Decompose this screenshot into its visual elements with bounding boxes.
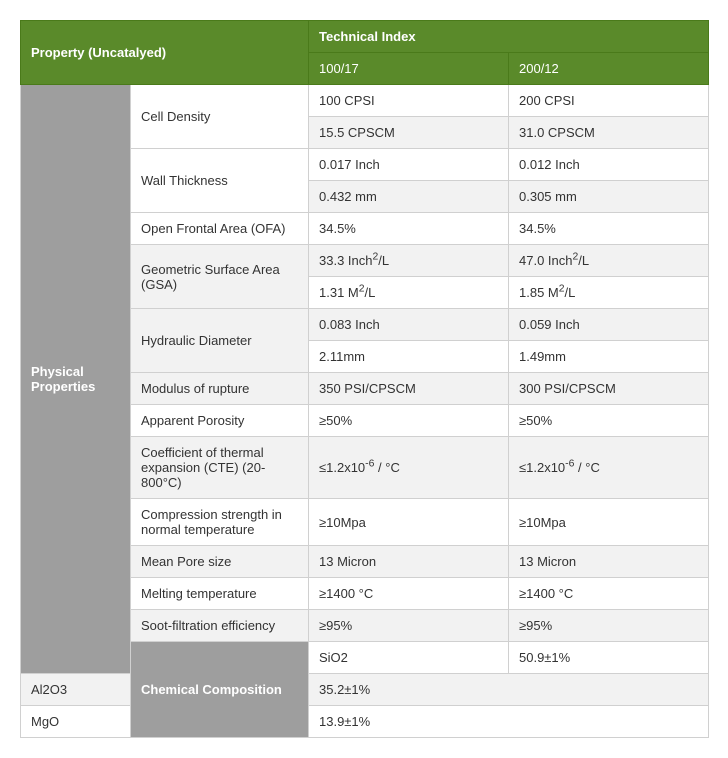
prop-value: ≥10Mpa bbox=[309, 499, 509, 546]
prop-label: Geometric Surface Area (GSA) bbox=[131, 245, 309, 309]
prop-value: ≥1400 °C bbox=[509, 578, 709, 610]
prop-value: 0.432 mm bbox=[309, 181, 509, 213]
section-chemical: Chemical Composition bbox=[131, 642, 309, 738]
prop-value: 2.11mm bbox=[309, 341, 509, 373]
section-physical: Physical Properties bbox=[21, 85, 131, 674]
prop-value: 15.5 CPSCM bbox=[309, 117, 509, 149]
table-row: Physical Properties Cell Density 100 CPS… bbox=[21, 85, 709, 117]
prop-value: 13 Micron bbox=[309, 546, 509, 578]
prop-value: 0.305 mm bbox=[509, 181, 709, 213]
prop-value: ≤1.2x10-6 / °C bbox=[309, 437, 509, 499]
prop-value: ≥50% bbox=[509, 405, 709, 437]
prop-value: 0.059 Inch bbox=[509, 309, 709, 341]
prop-label: Hydraulic Diameter bbox=[131, 309, 309, 373]
prop-value: 0.083 Inch bbox=[309, 309, 509, 341]
prop-label: Al2O3 bbox=[21, 674, 131, 706]
header-property: Property (Uncatalyed) bbox=[21, 21, 309, 85]
prop-value: 50.9±1% bbox=[509, 642, 709, 674]
properties-table: Property (Uncatalyed) Technical Index 10… bbox=[20, 20, 709, 738]
prop-label: Coefficient of thermal expansion (CTE) (… bbox=[131, 437, 309, 499]
prop-value: ≤1.2x10-6 / °C bbox=[509, 437, 709, 499]
prop-label: Mean Pore size bbox=[131, 546, 309, 578]
prop-value: 350 PSI/CPSCM bbox=[309, 373, 509, 405]
prop-value: 34.5% bbox=[309, 213, 509, 245]
prop-label: Cell Density bbox=[131, 85, 309, 149]
prop-value: 100 CPSI bbox=[309, 85, 509, 117]
prop-label: Wall Thickness bbox=[131, 149, 309, 213]
prop-value: 300 PSI/CPSCM bbox=[509, 373, 709, 405]
prop-label: Open Frontal Area (OFA) bbox=[131, 213, 309, 245]
prop-value: 34.5% bbox=[509, 213, 709, 245]
prop-value: 33.3 Inch2/L bbox=[309, 245, 509, 277]
prop-value: ≥95% bbox=[509, 610, 709, 642]
prop-label: Compression strength in normal temperatu… bbox=[131, 499, 309, 546]
prop-value: ≥95% bbox=[309, 610, 509, 642]
prop-value: ≥1400 °C bbox=[309, 578, 509, 610]
header-col2: 200/12 bbox=[509, 53, 709, 85]
prop-value: 1.31 M2/L bbox=[309, 277, 509, 309]
header-col1: 100/17 bbox=[309, 53, 509, 85]
prop-value: ≥50% bbox=[309, 405, 509, 437]
prop-label: Melting temperature bbox=[131, 578, 309, 610]
prop-value: 0.017 Inch bbox=[309, 149, 509, 181]
prop-value: 0.012 Inch bbox=[509, 149, 709, 181]
prop-label: Modulus of rupture bbox=[131, 373, 309, 405]
table-row: Property (Uncatalyed) Technical Index bbox=[21, 21, 709, 53]
table-row: MgO 13.9±1% bbox=[21, 706, 709, 738]
prop-value: 13 Micron bbox=[509, 546, 709, 578]
prop-label: Apparent Porosity bbox=[131, 405, 309, 437]
prop-value: 35.2±1% bbox=[309, 674, 709, 706]
header-tech-index: Technical Index bbox=[309, 21, 709, 53]
prop-value: 47.0 Inch2/L bbox=[509, 245, 709, 277]
prop-label: MgO bbox=[21, 706, 131, 738]
prop-value: 200 CPSI bbox=[509, 85, 709, 117]
prop-value: 13.9±1% bbox=[309, 706, 709, 738]
prop-label: SiO2 bbox=[309, 642, 509, 674]
prop-label: Soot-filtration efficiency bbox=[131, 610, 309, 642]
prop-value: 1.85 M2/L bbox=[509, 277, 709, 309]
prop-value: 31.0 CPSCM bbox=[509, 117, 709, 149]
prop-value: 1.49mm bbox=[509, 341, 709, 373]
table-row: Al2O3 35.2±1% bbox=[21, 674, 709, 706]
prop-value: ≥10Mpa bbox=[509, 499, 709, 546]
